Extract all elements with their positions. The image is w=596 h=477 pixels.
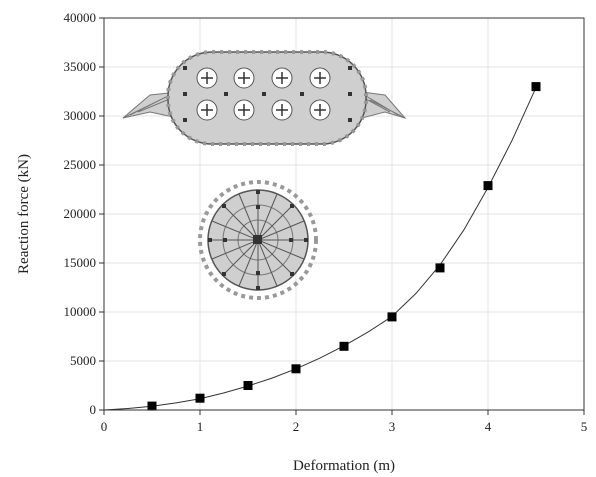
- data-point: [531, 82, 541, 92]
- y-tick-label: 25000: [64, 157, 97, 172]
- data-point: [291, 364, 301, 374]
- x-tick-label: 3: [389, 419, 396, 434]
- y-tick-label: 0: [90, 402, 97, 417]
- fit-curve: [103, 87, 537, 411]
- y-tick-label: 10000: [64, 304, 97, 319]
- x-tick-label: 5: [581, 419, 588, 434]
- data-point: [243, 381, 253, 390]
- y-tick-label: 35000: [64, 59, 97, 74]
- x-axis-title: Deformation (m): [293, 458, 395, 474]
- x-tick-label: 0: [101, 419, 108, 434]
- axis-ticks: [99, 17, 585, 415]
- data-point: [387, 312, 397, 322]
- data-point: [195, 393, 205, 403]
- data-point: [147, 401, 157, 411]
- x-tick-label: 4: [485, 419, 492, 434]
- data-point: [483, 181, 493, 191]
- data-point: [435, 263, 445, 273]
- y-tick-label: 5000: [70, 353, 96, 368]
- y-axis-tick-labels: 0 5000 10000 15000 20000 25000 30000 35000 40000: [64, 10, 97, 417]
- fender-cross-section-illustration: [198, 180, 318, 300]
- fender-side-view-illustration: [122, 50, 407, 146]
- x-tick-label: 1: [197, 419, 204, 434]
- x-tick-label: 2: [293, 419, 300, 434]
- data-point: [339, 341, 349, 351]
- y-axis-title: Reaction force (kN): [16, 154, 32, 274]
- y-tick-label: 20000: [64, 206, 97, 221]
- data-markers: [147, 82, 541, 411]
- y-tick-label: 15000: [64, 255, 97, 270]
- x-axis-tick-labels: 0 1 2 3 4 5: [101, 419, 588, 434]
- y-tick-label: 30000: [64, 108, 97, 123]
- y-tick-label: 40000: [64, 10, 97, 25]
